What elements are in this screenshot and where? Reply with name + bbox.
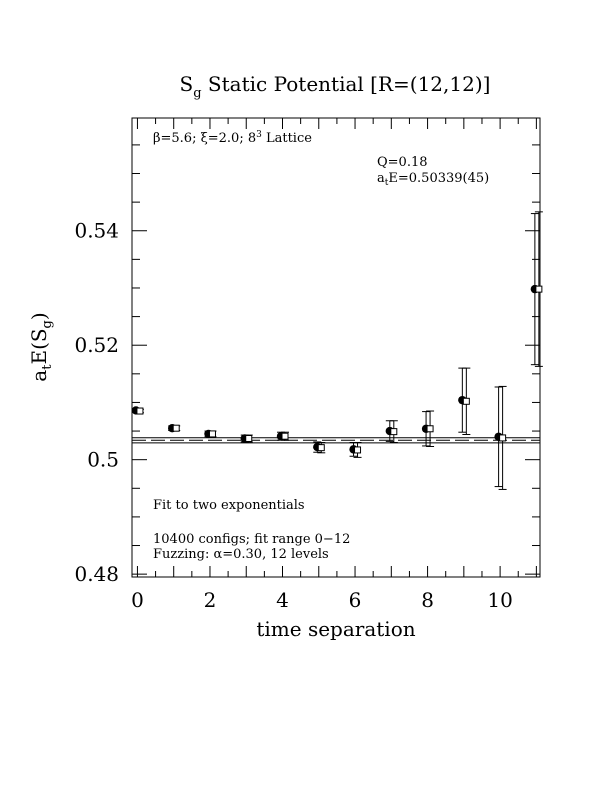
axis-tick-labels: 0 2 4 6 8 10 0.48 0.5 0.52 0.54 [74, 219, 512, 612]
x-tick-label: 4 [276, 588, 289, 612]
data-point-square [281, 432, 289, 440]
fit-annotation: Fit to two exponentials [153, 498, 305, 513]
plot-frame [131, 117, 541, 578]
data-point-square [499, 434, 507, 442]
fit-band [132, 437, 540, 444]
x-tick-label: 6 [349, 588, 362, 612]
energy-annotation: atE=0.50339(45) [377, 171, 489, 188]
data-point-square [172, 424, 180, 432]
chart-title: Sg Static Potential [R=(12,12)] [180, 72, 491, 101]
q-annotation: Q=0.18 [377, 155, 428, 170]
data-point-square [462, 397, 470, 405]
x-tick-label: 10 [487, 588, 512, 612]
y-tick-label: 0.52 [74, 333, 119, 357]
data-point-square [136, 407, 144, 415]
fuzzing-annotation: Fuzzing: α=0.30, 12 levels [153, 547, 329, 562]
data-point-square [390, 428, 398, 436]
y-tick-label: 0.5 [87, 448, 119, 472]
x-tick-label: 8 [421, 588, 434, 612]
data-point-square [354, 446, 362, 454]
data-point-square [208, 430, 216, 438]
configs-annotation: 10400 configs; fit range 0−12 [153, 532, 350, 547]
data-points [131, 211, 543, 490]
data-point-square [426, 425, 434, 433]
x-axis-label: time separation [256, 617, 415, 641]
x-tick-label: 0 [131, 588, 144, 612]
data-point-square [317, 444, 325, 452]
y-axis-label: atE(Sg) [27, 312, 55, 381]
data-point-square [535, 285, 543, 293]
axis-ticks [132, 118, 540, 577]
data-point-square [245, 434, 253, 442]
y-tick-label: 0.54 [74, 219, 119, 243]
x-tick-label: 2 [204, 588, 217, 612]
lattice-annotation: β=5.6; ξ=2.0; 83 Lattice [153, 130, 312, 146]
y-tick-label: 0.48 [74, 562, 119, 586]
